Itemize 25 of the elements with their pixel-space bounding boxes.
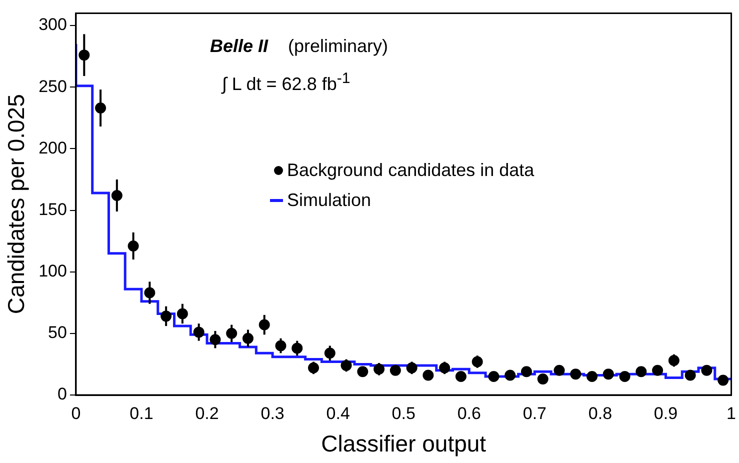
x-tick-label: 0.4 xyxy=(326,404,350,423)
legend-label: Background candidates in data xyxy=(287,160,534,180)
x-tick-label: 0.9 xyxy=(654,404,678,423)
x-tick-label: 0.1 xyxy=(130,404,154,423)
y-tick-label: 0 xyxy=(57,384,67,404)
x-tick-label: 0 xyxy=(71,404,81,423)
y-tick-label: 250 xyxy=(38,76,67,96)
legend-label: Simulation xyxy=(287,190,372,210)
x-axis-title: Classifier output xyxy=(321,430,487,457)
x-tick-label: 0.2 xyxy=(195,404,219,423)
y-tick-label: 50 xyxy=(48,323,67,342)
x-tick-label: 0.8 xyxy=(588,404,612,423)
y-axis-title: Candidates per 0.025 xyxy=(3,94,30,314)
x-tick-label: 0.5 xyxy=(392,404,416,423)
annotation: (preliminary) xyxy=(288,36,388,57)
y-tick-label: 100 xyxy=(38,262,67,281)
y-tick-label: 300 xyxy=(38,15,67,34)
x-tick-label: 0.3 xyxy=(260,404,284,423)
x-tick-label: 1 xyxy=(726,404,736,423)
y-tick-label: 150 xyxy=(38,200,67,219)
x-tick-label: 0.7 xyxy=(522,404,546,423)
y-tick-label: 200 xyxy=(38,138,67,158)
x-tick-label: 0.6 xyxy=(457,404,481,423)
annotation: Belle II xyxy=(210,36,268,57)
annotation: ∫ L dt = 62.8 fb$^{-1}$ xyxy=(222,70,350,95)
